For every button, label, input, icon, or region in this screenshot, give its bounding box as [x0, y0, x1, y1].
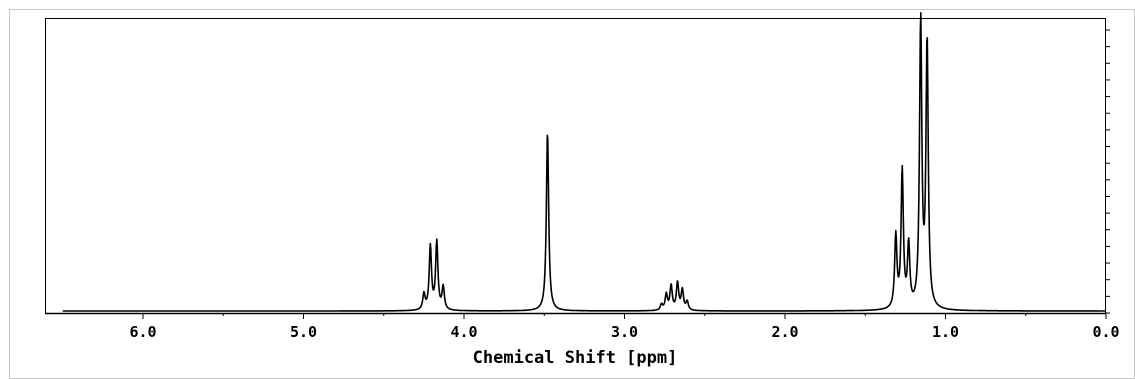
x-axis-ticks — [142, 313, 1107, 319]
right-axis-ticks — [1106, 29, 1110, 314]
x-tick-label: 3.0 — [611, 323, 638, 341]
x-tick-label: 1.0 — [932, 323, 959, 341]
plot-area — [45, 18, 1106, 314]
spectrum-line — [62, 12, 1107, 312]
outer-frame — [9, 9, 1135, 379]
x-tick-label: 5.0 — [290, 323, 317, 341]
x-axis-title: Chemical Shift [ppm] — [473, 348, 678, 368]
x-tick-label: 2.0 — [771, 323, 798, 341]
x-tick-label: 4.0 — [450, 323, 477, 341]
x-tick-label: 0.0 — [1092, 323, 1119, 341]
x-axis-tick-labels: 6.0 5.0 4.0 3.0 2.0 1.0 0.0 — [129, 323, 1119, 341]
x-tick-label: 6.0 — [129, 323, 156, 341]
